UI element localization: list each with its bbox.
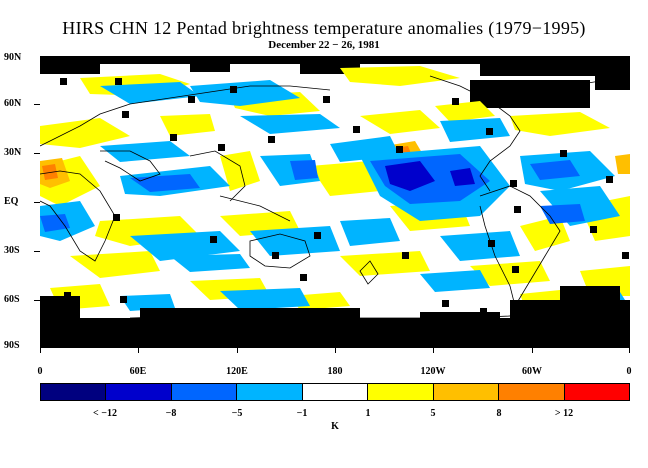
colorbar-label: 8 xyxy=(496,408,502,419)
map-title: HIRS CHN 12 Pentad brightness temperatur… xyxy=(62,18,586,38)
lon-label-0-east: 0 xyxy=(626,366,632,377)
lat-label-eq: EQ xyxy=(4,196,19,207)
colorbar-swatch-8 xyxy=(564,384,629,400)
colorbar-swatch-5 xyxy=(368,384,434,400)
lon-label-120w: 120W xyxy=(420,366,446,377)
colorbar-label: < −12 xyxy=(93,408,117,419)
anomaly-map xyxy=(40,56,630,348)
colorbar xyxy=(40,383,630,401)
strong-negative-regions xyxy=(385,161,475,191)
colorbar-swatch-4 xyxy=(302,384,369,400)
map-subtitle: December 22 − 26, 1981 xyxy=(268,39,380,51)
anomaly-field xyxy=(40,56,630,348)
lon-tick xyxy=(433,348,434,353)
lon-tick xyxy=(138,348,139,353)
lon-tick xyxy=(629,348,630,353)
missing-data-squares xyxy=(60,78,629,315)
colorbar-swatch-1 xyxy=(106,384,172,400)
colorbar-swatch-2 xyxy=(171,384,238,400)
colorbar-swatch-3 xyxy=(237,384,303,400)
lat-label-90n: 90N xyxy=(4,52,22,63)
lon-label-120e: 120E xyxy=(226,366,248,377)
lon-label-60e: 60E xyxy=(129,366,147,377)
lon-tick xyxy=(237,348,238,353)
lon-label-60w: 60W xyxy=(522,366,542,377)
lat-label-60n: 60N xyxy=(4,98,22,109)
lat-tick xyxy=(34,104,40,105)
coastlines xyxy=(40,75,630,319)
colorbar-swatch-7 xyxy=(499,384,565,400)
colorbar-label: 5 xyxy=(430,408,436,419)
colorbar-swatch-0 xyxy=(41,384,107,400)
lon-tick xyxy=(532,348,533,353)
lat-tick xyxy=(34,202,40,203)
colorbar-label: 1 xyxy=(365,408,371,419)
colorbar-swatch-6 xyxy=(433,384,500,400)
colorbar-unit: K xyxy=(331,421,339,432)
lat-label-60s: 60S xyxy=(4,294,20,305)
lon-label-0: 0 xyxy=(37,366,43,377)
lat-tick xyxy=(34,153,40,154)
lon-label-180: 180 xyxy=(327,366,343,377)
colorbar-label: > 12 xyxy=(554,408,574,419)
arctic-missing-region xyxy=(40,56,630,108)
lat-tick xyxy=(34,300,40,301)
colorbar-label: −1 xyxy=(296,408,308,419)
lat-label-30s: 30S xyxy=(4,245,20,256)
colorbar-label: −8 xyxy=(165,408,177,419)
lat-label-90s: 90S xyxy=(4,340,20,351)
lat-tick xyxy=(34,251,40,252)
lon-tick xyxy=(40,348,41,353)
lon-tick xyxy=(335,348,336,353)
lat-label-30n: 30N xyxy=(4,147,22,158)
colorbar-label: −5 xyxy=(231,408,243,419)
